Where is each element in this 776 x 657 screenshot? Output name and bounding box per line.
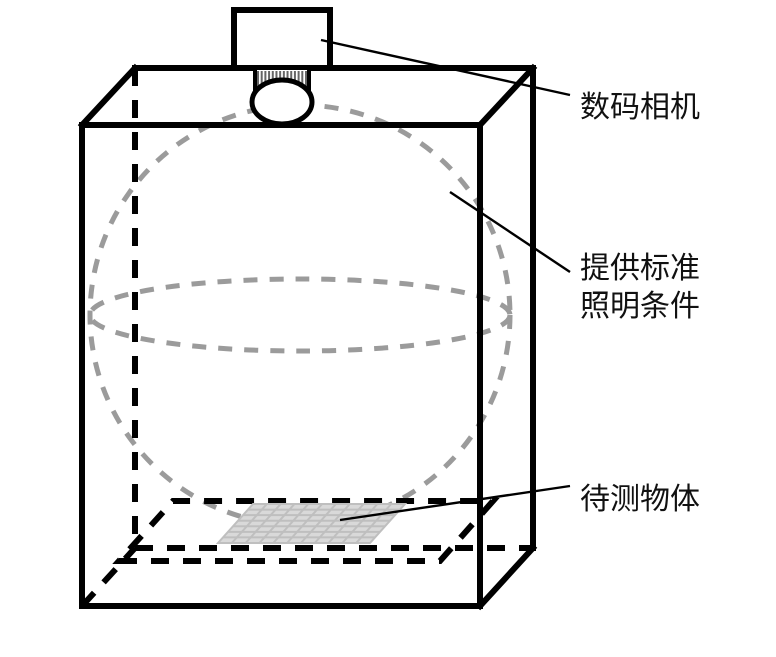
integrating-sphere xyxy=(90,105,510,525)
camera-icon xyxy=(234,10,330,124)
sample-object xyxy=(218,504,405,543)
label-sphere: 提供标准 照明条件 xyxy=(580,250,700,326)
box-edge-bottom-left-depth xyxy=(82,548,135,606)
label-sample: 待测物体 xyxy=(580,474,700,518)
label-camera: 数码相机 xyxy=(580,82,700,126)
leader-sphere xyxy=(450,192,570,272)
